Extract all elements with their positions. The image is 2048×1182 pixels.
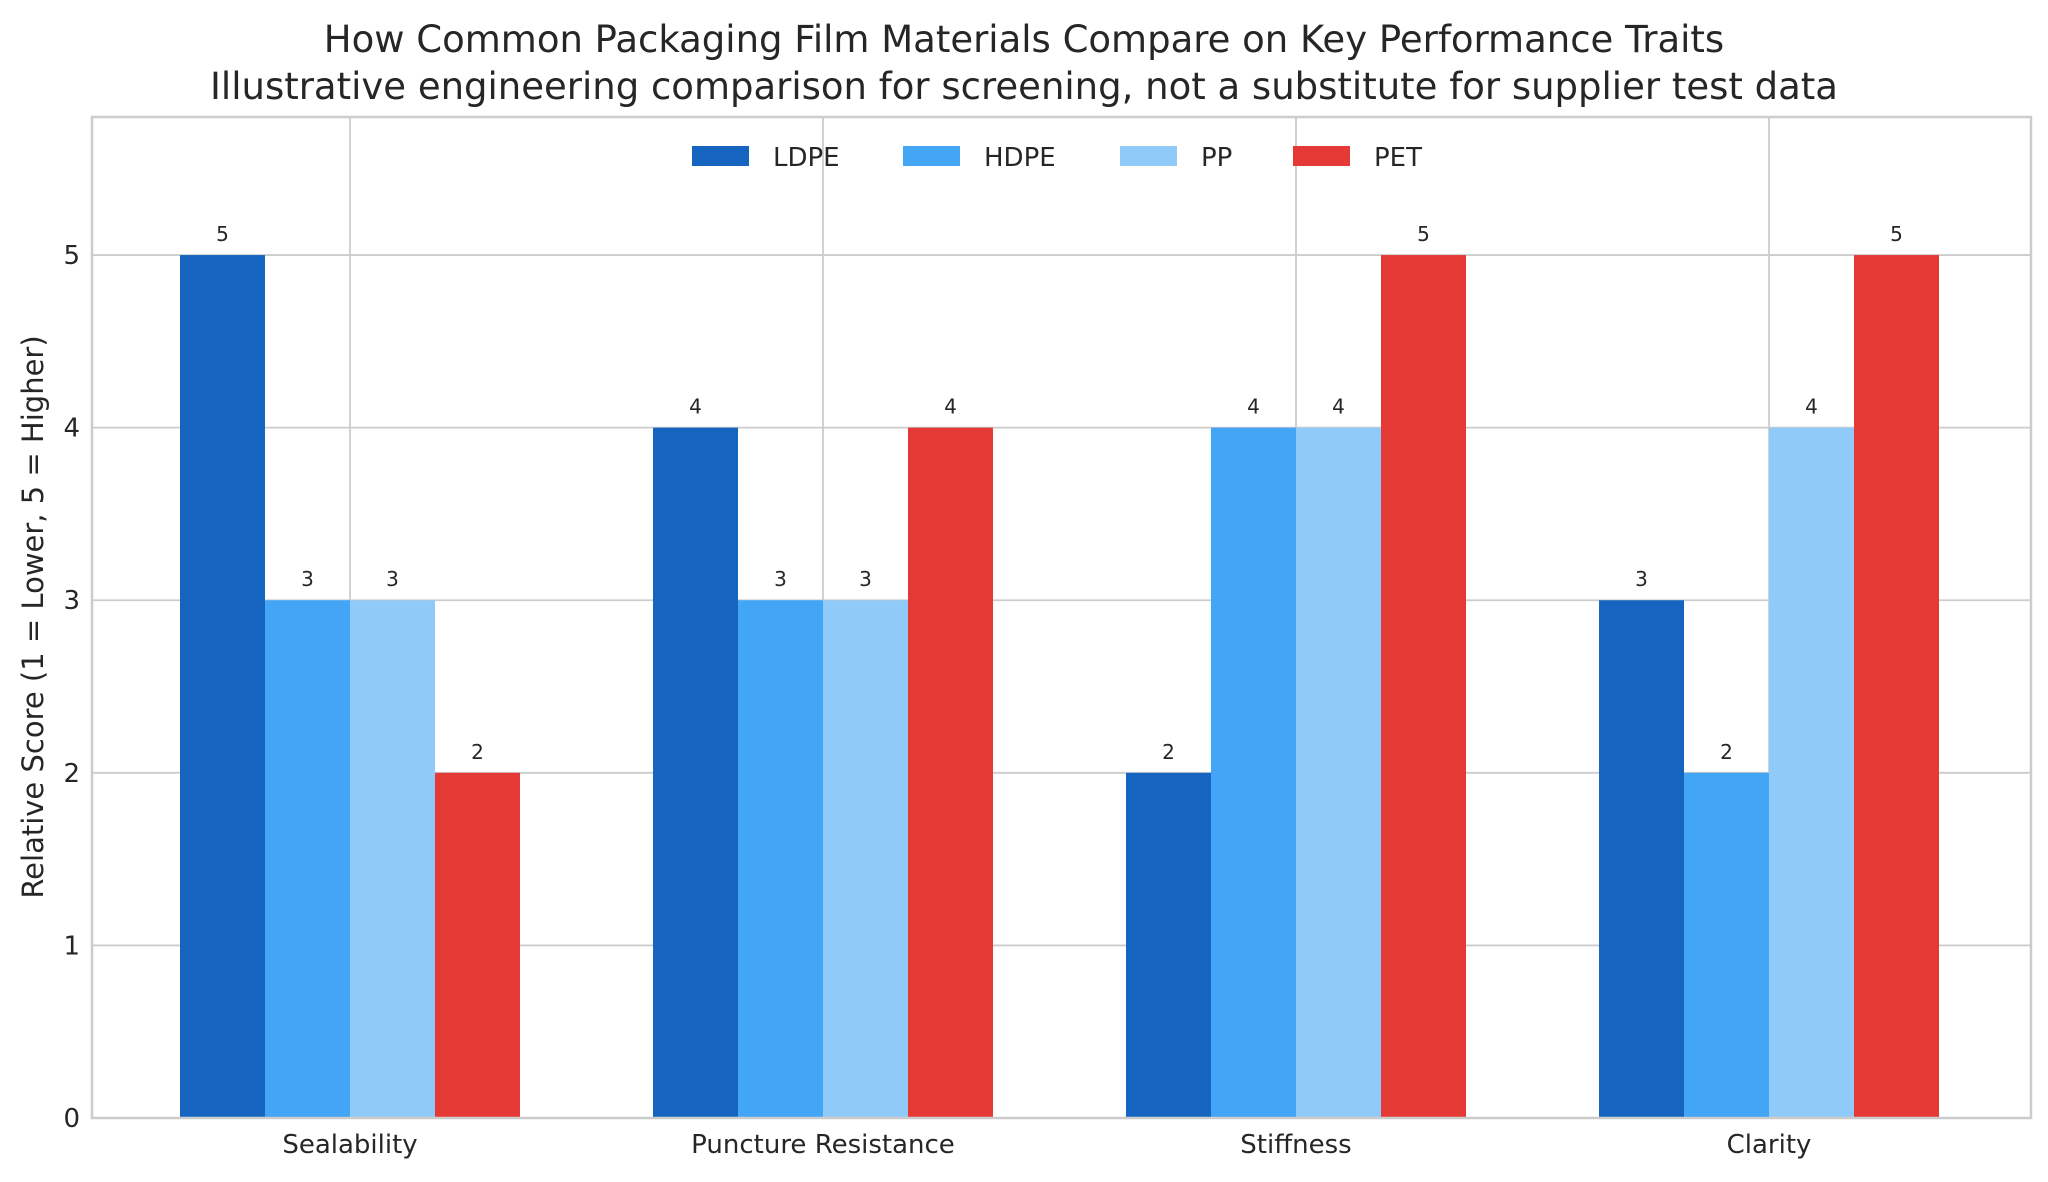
legend-swatch-pet — [1293, 146, 1350, 166]
bar-hdpe — [265, 600, 350, 1118]
data-label-pet: 4 — [944, 395, 957, 419]
plot-frame — [90, 115, 2033, 1120]
y-axis-label: Relative Score (1 = Lower, 5 = Higher) — [16, 335, 50, 898]
y-tick-label: 2 — [63, 759, 80, 789]
legend-swatch-pp — [1120, 146, 1177, 166]
bars — [180, 255, 1939, 1119]
bar-ldpe — [653, 427, 738, 1119]
data-label-pet: 5 — [1890, 222, 1903, 246]
data-label-ldpe: 5 — [216, 222, 229, 246]
y-tick-labels: 0 1 2 3 4 5 — [63, 241, 80, 1134]
data-label-pp: 3 — [386, 567, 399, 591]
bar-pp — [1296, 427, 1381, 1119]
data-label-hdpe: 3 — [774, 567, 787, 591]
data-label-hdpe: 3 — [301, 567, 314, 591]
data-label-pet: 2 — [471, 740, 484, 764]
data-label-ldpe: 4 — [689, 395, 702, 419]
data-label-ldpe: 2 — [1162, 740, 1175, 764]
bar-pet — [1854, 255, 1939, 1118]
legend: LDPE HDPE PP PET — [692, 143, 1422, 173]
data-label-pet: 5 — [1417, 222, 1430, 246]
x-tick-label: Sealability — [282, 1130, 417, 1160]
y-tick-label: 4 — [63, 414, 80, 444]
data-label-hdpe: 4 — [1247, 395, 1260, 419]
x-tick-label: Puncture Resistance — [691, 1130, 955, 1160]
x-tick-labels: Sealability Puncture Resistance Stiffness C… — [282, 1130, 1811, 1160]
legend-label-hdpe: HDPE — [984, 143, 1056, 173]
bar-ldpe — [1599, 600, 1684, 1118]
chart-subtitle: Illustrative engineering comparison for … — [210, 65, 1838, 108]
y-tick-label: 0 — [63, 1104, 80, 1134]
legend-swatch-ldpe — [692, 146, 749, 166]
legend-label-ldpe: LDPE — [773, 143, 840, 173]
bar-ldpe — [180, 255, 265, 1118]
y-tick-label: 1 — [63, 931, 80, 961]
y-tick-label: 3 — [63, 586, 80, 616]
data-labels: 5 4 2 3 3 3 4 2 3 3 4 4 2 4 5 5 — [216, 222, 1903, 764]
data-label-pp: 3 — [859, 567, 872, 591]
bar-pet — [435, 772, 520, 1118]
data-label-hdpe: 2 — [1720, 740, 1733, 764]
y-tick-label: 5 — [63, 241, 80, 271]
legend-swatch-hdpe — [903, 146, 960, 166]
bar-hdpe — [1684, 772, 1769, 1118]
legend-label-pp: PP — [1201, 143, 1232, 173]
bar-pet — [1381, 255, 1466, 1118]
legend-label-pet: PET — [1374, 143, 1422, 173]
bar-hdpe — [738, 600, 823, 1118]
bar-pp — [1769, 427, 1854, 1119]
bar-pp — [823, 600, 908, 1118]
bar-hdpe — [1211, 427, 1296, 1119]
bar-ldpe — [1126, 772, 1211, 1118]
x-tick-label: Stiffness — [1240, 1130, 1351, 1160]
data-label-pp: 4 — [1805, 395, 1818, 419]
chart-title: How Common Packaging Film Materials Comp… — [324, 18, 1724, 61]
bar-pet — [908, 427, 993, 1119]
data-label-pp: 4 — [1332, 395, 1345, 419]
x-tick-label: Clarity — [1727, 1130, 1812, 1160]
bar-pp — [350, 600, 435, 1118]
data-label-ldpe: 3 — [1635, 567, 1648, 591]
